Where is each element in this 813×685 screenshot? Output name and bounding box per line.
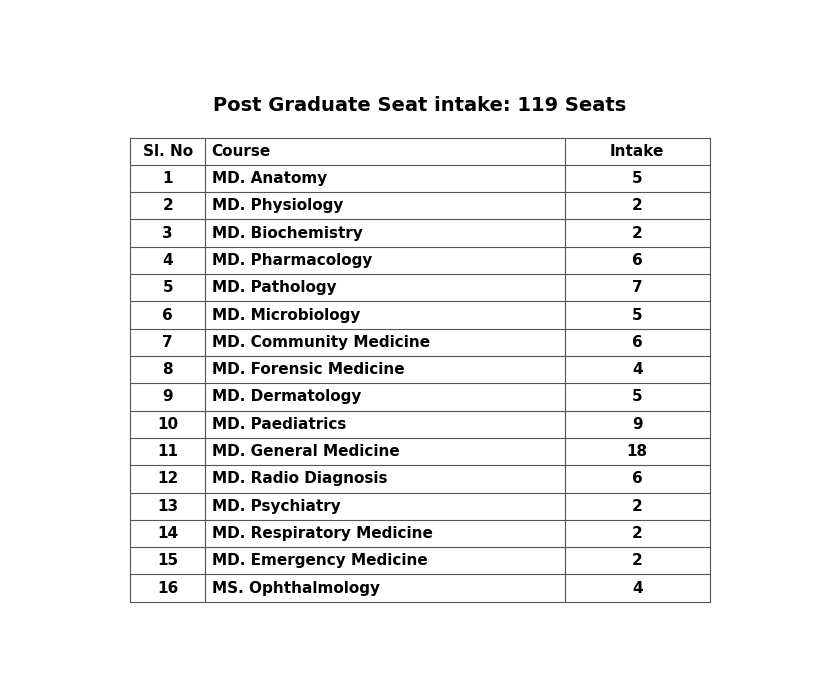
Text: Course: Course bbox=[211, 144, 271, 159]
Text: MD. Pharmacology: MD. Pharmacology bbox=[211, 253, 372, 268]
Text: 9: 9 bbox=[632, 416, 642, 432]
Text: 4: 4 bbox=[163, 253, 173, 268]
Text: 2: 2 bbox=[632, 553, 642, 569]
Text: 15: 15 bbox=[157, 553, 178, 569]
Text: 18: 18 bbox=[627, 444, 648, 459]
Text: 4: 4 bbox=[632, 362, 642, 377]
Text: 3: 3 bbox=[163, 225, 173, 240]
Text: MD. Radio Diagnosis: MD. Radio Diagnosis bbox=[211, 471, 387, 486]
Text: 9: 9 bbox=[163, 390, 173, 404]
Text: 10: 10 bbox=[157, 416, 178, 432]
Text: 6: 6 bbox=[632, 253, 642, 268]
Text: 4: 4 bbox=[632, 581, 642, 595]
Text: 11: 11 bbox=[157, 444, 178, 459]
Text: MD. Pathology: MD. Pathology bbox=[211, 280, 337, 295]
Text: 5: 5 bbox=[632, 390, 642, 404]
Text: 2: 2 bbox=[632, 225, 642, 240]
Text: 2: 2 bbox=[632, 199, 642, 213]
Text: MD. Forensic Medicine: MD. Forensic Medicine bbox=[211, 362, 404, 377]
Text: MD. General Medicine: MD. General Medicine bbox=[211, 444, 399, 459]
Text: MD. Psychiatry: MD. Psychiatry bbox=[211, 499, 341, 514]
Text: 2: 2 bbox=[632, 526, 642, 541]
Text: 12: 12 bbox=[157, 471, 178, 486]
Text: Post Graduate Seat intake: 119 Seats: Post Graduate Seat intake: 119 Seats bbox=[213, 97, 627, 116]
Text: 1: 1 bbox=[163, 171, 173, 186]
Text: MD. Dermatology: MD. Dermatology bbox=[211, 390, 361, 404]
Text: 2: 2 bbox=[163, 199, 173, 213]
Text: MD. Biochemistry: MD. Biochemistry bbox=[211, 225, 363, 240]
Text: MD. Anatomy: MD. Anatomy bbox=[211, 171, 327, 186]
Text: 2: 2 bbox=[632, 499, 642, 514]
Text: 6: 6 bbox=[632, 335, 642, 350]
Text: MD. Community Medicine: MD. Community Medicine bbox=[211, 335, 430, 350]
Text: MD. Emergency Medicine: MD. Emergency Medicine bbox=[211, 553, 428, 569]
Text: 13: 13 bbox=[157, 499, 178, 514]
Text: 8: 8 bbox=[163, 362, 173, 377]
Text: 6: 6 bbox=[163, 308, 173, 323]
Text: 5: 5 bbox=[632, 171, 642, 186]
Text: 6: 6 bbox=[632, 471, 642, 486]
Text: MD. Microbiology: MD. Microbiology bbox=[211, 308, 360, 323]
Text: MS. Ophthalmology: MS. Ophthalmology bbox=[211, 581, 380, 595]
Text: MD. Physiology: MD. Physiology bbox=[211, 199, 343, 213]
Text: MD. Respiratory Medicine: MD. Respiratory Medicine bbox=[211, 526, 433, 541]
Text: 7: 7 bbox=[632, 280, 642, 295]
Text: 16: 16 bbox=[157, 581, 178, 595]
Text: 14: 14 bbox=[157, 526, 178, 541]
Text: 5: 5 bbox=[163, 280, 173, 295]
Text: Intake: Intake bbox=[610, 144, 664, 159]
Text: 7: 7 bbox=[163, 335, 173, 350]
Text: 5: 5 bbox=[632, 308, 642, 323]
Text: MD. Paediatrics: MD. Paediatrics bbox=[211, 416, 346, 432]
Text: Sl. No: Sl. No bbox=[142, 144, 193, 159]
